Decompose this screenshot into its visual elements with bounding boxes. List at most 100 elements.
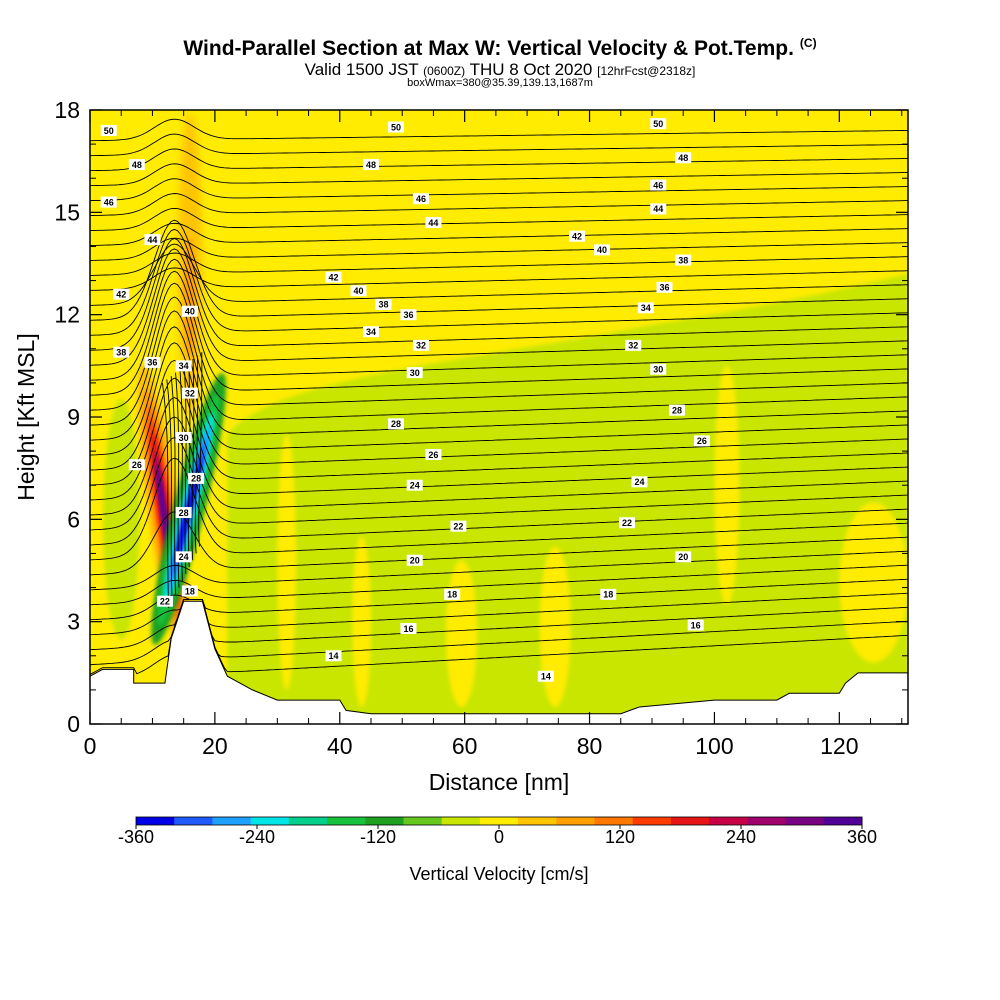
theta-label: 40: [594, 244, 611, 256]
colorbar-swatch: [250, 817, 290, 825]
theta-label: 28: [387, 418, 404, 430]
theta-label-box: [675, 254, 692, 266]
theta-label: 18: [181, 585, 198, 597]
theta-contour: [90, 437, 908, 546]
theta-label-text: 42: [329, 272, 339, 282]
theta-label: 26: [128, 459, 145, 471]
theta-label-text: 44: [653, 204, 663, 214]
chart-subtitle: Valid 1500 JST (0600Z) THU 8 Oct 2020 [1…: [0, 60, 1000, 80]
theta-label-box: [175, 431, 192, 443]
theta-label-text: 24: [634, 477, 644, 487]
theta-label: 42: [325, 271, 342, 283]
theta-contour: [90, 511, 908, 576]
colorbar-swatch: [709, 817, 748, 825]
theta-label: 42: [113, 288, 130, 300]
forecast-info: [12hrFcst@2318z]: [597, 64, 696, 78]
theta-label: 22: [450, 520, 467, 532]
theta-contour: [90, 228, 908, 336]
valid-zulu: (0600Z): [423, 64, 466, 78]
theta-label-box: [387, 418, 404, 430]
chart-title: Wind-Parallel Section at Max W: Vertical…: [0, 36, 1000, 61]
theta-label-text: 32: [416, 341, 426, 351]
theta-contour: [90, 252, 908, 276]
theta-label: 32: [625, 339, 642, 351]
theta-label: 48: [128, 159, 145, 171]
theta-label: 48: [362, 159, 379, 171]
theta-label-box: [128, 159, 145, 171]
theta-label-text: 50: [653, 119, 663, 129]
theta-contour: [90, 342, 908, 471]
theta-label-text: 14: [329, 651, 339, 661]
theta-label: 44: [144, 234, 161, 246]
theta-label-text: 28: [672, 405, 682, 415]
theta-label: 30: [650, 363, 667, 375]
theta-contour: [90, 148, 908, 172]
theta-label: 26: [425, 449, 442, 461]
theta-contour: [90, 578, 908, 621]
theta-contour: [90, 193, 908, 217]
theta-label-box: [425, 449, 442, 461]
neutral-streak: [539, 546, 571, 707]
theta-label: 24: [406, 479, 423, 491]
theta-label-text: 14: [541, 672, 551, 682]
theta-contour: [90, 599, 908, 651]
theta-label-box: [181, 585, 198, 597]
theta-label: 46: [100, 196, 117, 208]
y-tick-label: 18: [54, 97, 80, 123]
theta-label-text: 20: [678, 552, 688, 562]
colorbar-label: Vertical Velocity [cm/s]: [409, 864, 588, 884]
theta-label-text: 48: [678, 153, 688, 163]
theta-label-text: 18: [447, 590, 457, 600]
theta-label-text: 20: [410, 556, 420, 566]
theta-label-box: [675, 551, 692, 563]
theta-label-box: [412, 339, 429, 351]
theta-label-box: [600, 588, 617, 600]
theta-label-box: [650, 118, 667, 130]
theta-label: 38: [675, 254, 692, 266]
theta-label: 42: [569, 230, 586, 242]
theta-label: 50: [650, 118, 667, 130]
theta-label-box: [175, 551, 192, 563]
valid-prefix: Valid 1500 JST: [304, 60, 419, 79]
theta-label-text: 30: [653, 365, 663, 375]
colorbar-swatch: [594, 817, 634, 825]
colorbar-swatch: [365, 817, 404, 825]
theta-label-box: [375, 298, 392, 310]
theta-contours: [90, 118, 908, 675]
theta-label-box: [362, 159, 379, 171]
theta-label-text: 50: [104, 126, 114, 136]
theta-contour-steep: [166, 379, 173, 602]
theta-label-box: [350, 285, 367, 297]
updraft-weak-region: [227, 273, 908, 724]
neutral-streak: [277, 434, 297, 690]
theta-label-text: 34: [641, 303, 651, 313]
plot-area: 50 50 50 48 48 48 46 46 46 44 44 44 42 42 42 40 40 40 38 38…: [90, 110, 908, 724]
theta-contour: [90, 592, 908, 636]
theta-label-box: [444, 588, 461, 600]
theta-label-text: 22: [160, 597, 170, 607]
theta-label-box: [181, 305, 198, 317]
colorbar: -360 -240 -120 0 120 240 360: [118, 816, 877, 847]
colorbar-tick-label: 360: [847, 827, 877, 847]
y-tick-label: 0: [67, 711, 80, 737]
theta-label: 28: [188, 472, 205, 484]
theta-contour: [90, 359, 908, 486]
theta-label-box: [325, 271, 342, 283]
theta-label-text: 42: [116, 290, 126, 300]
theta-contour-steep: [161, 382, 170, 609]
theta-label-box: [406, 479, 423, 491]
theta-label-text: 50: [391, 122, 401, 132]
theta-contour: [90, 310, 908, 441]
theta-label: 24: [175, 551, 192, 563]
terrain: [90, 600, 908, 724]
theta-label-text: 28: [191, 474, 201, 484]
theta-label-text: 48: [366, 160, 376, 170]
theta-label: 34: [637, 302, 654, 314]
colorbar-swatch: [403, 817, 443, 825]
theta-label-text: 36: [147, 358, 157, 368]
theta-label-box: [625, 339, 642, 351]
neutral-streak: [445, 560, 478, 707]
theta-label-text: 40: [353, 286, 363, 296]
theta-label-box: [450, 520, 467, 532]
